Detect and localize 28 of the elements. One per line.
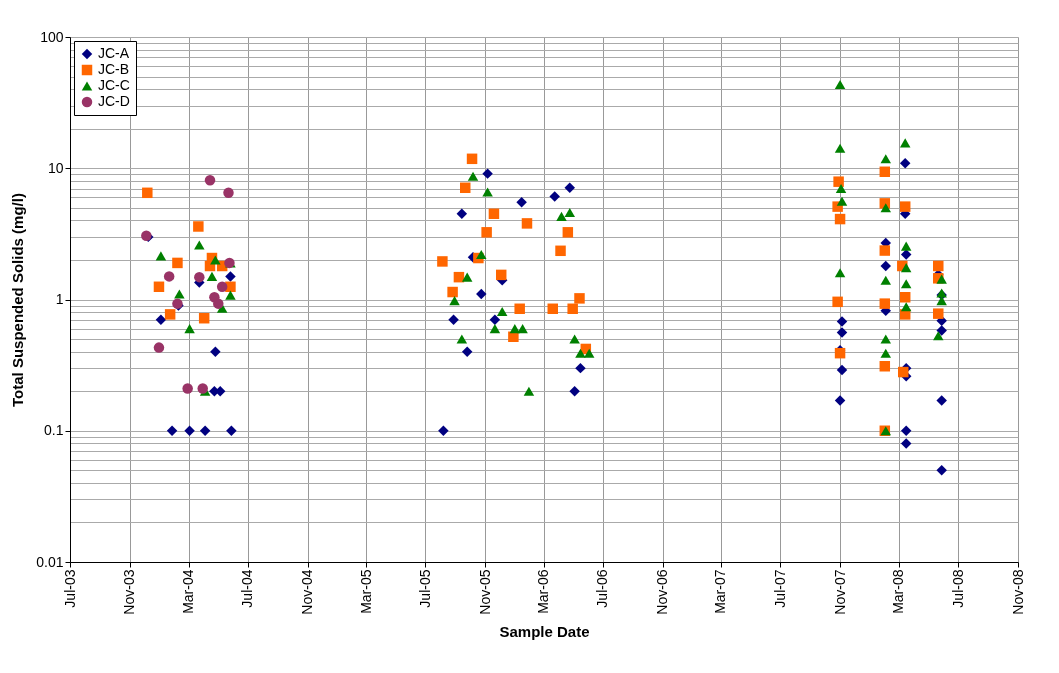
x-tick-label: Jul-05 (416, 569, 433, 608)
x-tick-label: Mar-08 (890, 569, 907, 614)
legend-label: JC-A (98, 45, 130, 61)
x-tick-label: Nov-05 (476, 569, 493, 615)
x-tick-label: Jul-08 (949, 569, 966, 608)
y-tick-label: 100 (40, 28, 64, 45)
x-tick-label: Mar-07 (712, 569, 729, 614)
x-axis-title: Sample Date (499, 622, 590, 640)
x-tick-label: Mar-05 (357, 569, 374, 614)
x-tick-label: Mar-04 (180, 569, 197, 614)
x-tick-label: Nov-06 (654, 569, 671, 615)
x-tick-label: Nov-07 (831, 569, 848, 615)
y-axis-title: Total Suspended Solids (mg/l) (9, 193, 27, 407)
x-tick-label: Jul-03 (61, 569, 78, 608)
x-tick-label: Mar-06 (535, 569, 552, 614)
legend-label: JC-B (98, 61, 130, 77)
x-tick-label: Jul-07 (771, 569, 788, 608)
y-tick-label: 0.01 (36, 553, 64, 570)
x-tick-label: Jul-04 (239, 569, 256, 608)
x-tick-label: Jul-06 (594, 569, 611, 608)
x-tick-label: Nov-03 (121, 569, 138, 615)
x-tick-label: Nov-04 (299, 569, 316, 615)
y-tick-label: 1 (55, 291, 64, 307)
x-tick-label: Nov-08 (1009, 569, 1026, 615)
legend-label: JC-C (98, 77, 130, 93)
y-tick-label: 0.1 (44, 422, 64, 439)
y-tick-label: 10 (47, 159, 64, 176)
legend-label: JC-D (98, 93, 130, 109)
